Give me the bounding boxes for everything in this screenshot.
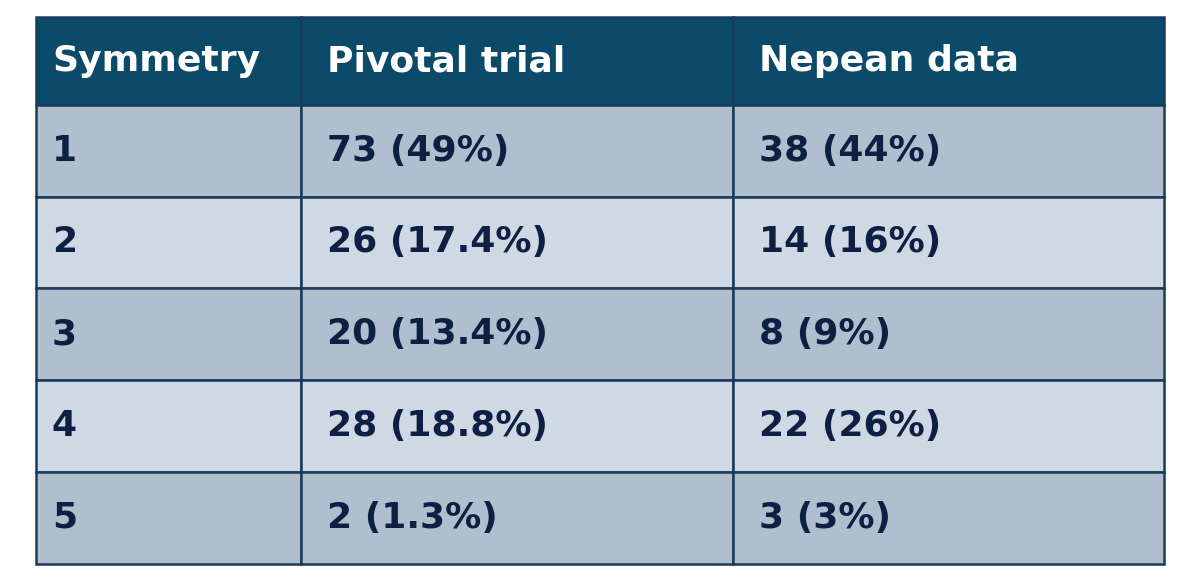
Text: 28 (18.8%): 28 (18.8%)	[328, 409, 548, 443]
Text: 38 (44%): 38 (44%)	[758, 134, 941, 168]
Text: 73 (49%): 73 (49%)	[328, 134, 509, 168]
Bar	[36, 196, 301, 288]
Bar	[36, 380, 301, 472]
Text: 1: 1	[52, 134, 77, 168]
Text: 2: 2	[52, 225, 77, 260]
Text: 8 (9%): 8 (9%)	[758, 317, 892, 351]
Bar	[301, 196, 733, 288]
Bar	[733, 288, 1164, 380]
Bar	[733, 380, 1164, 472]
Bar	[733, 17, 1164, 105]
Text: 22 (26%): 22 (26%)	[758, 409, 941, 443]
Bar	[36, 288, 301, 380]
Bar	[36, 17, 301, 105]
Text: 3: 3	[52, 317, 77, 351]
Text: Symmetry: Symmetry	[52, 44, 260, 78]
Bar	[36, 472, 301, 564]
Text: 2 (1.3%): 2 (1.3%)	[328, 501, 498, 535]
Text: Nepean data: Nepean data	[758, 44, 1019, 78]
Bar	[733, 196, 1164, 288]
Text: 5: 5	[52, 501, 77, 535]
Bar	[301, 288, 733, 380]
Text: 26 (17.4%): 26 (17.4%)	[328, 225, 548, 260]
Bar	[733, 472, 1164, 564]
Bar	[301, 17, 733, 105]
Text: 20 (13.4%): 20 (13.4%)	[328, 317, 548, 351]
Bar	[301, 472, 733, 564]
Bar	[733, 105, 1164, 196]
Text: Pivotal trial: Pivotal trial	[328, 44, 565, 78]
Bar	[301, 105, 733, 196]
Text: 3 (3%): 3 (3%)	[758, 501, 890, 535]
Bar	[36, 105, 301, 196]
Text: 14 (16%): 14 (16%)	[758, 225, 941, 260]
Text: 4: 4	[52, 409, 77, 443]
Bar	[301, 380, 733, 472]
